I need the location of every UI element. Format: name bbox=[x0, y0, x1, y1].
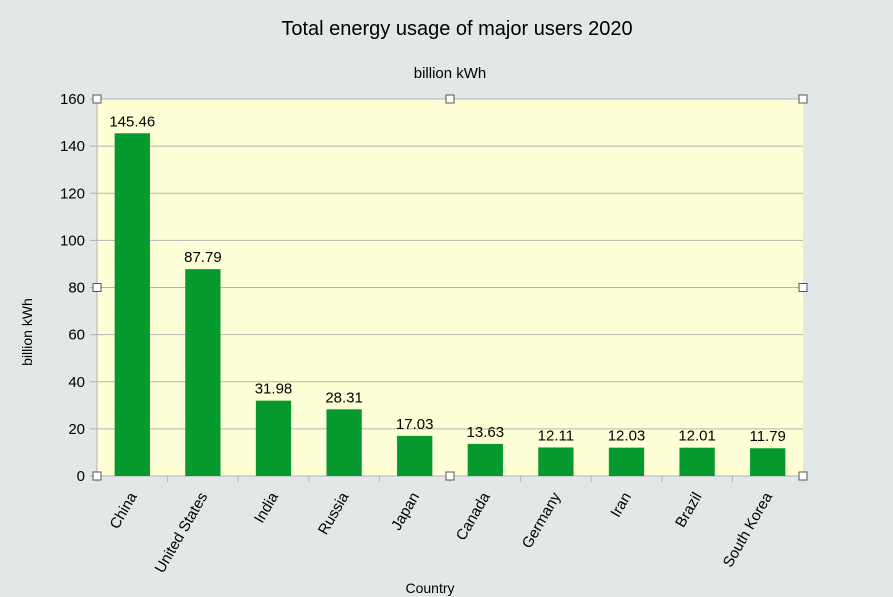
y-tick-label: 100 bbox=[60, 232, 85, 249]
data-label: 13.63 bbox=[467, 424, 505, 441]
x-axis-label: Country bbox=[405, 580, 454, 596]
x-tick-label: Russia bbox=[315, 489, 353, 538]
bar bbox=[608, 447, 645, 476]
resize-handle[interactable] bbox=[798, 283, 808, 292]
x-tick-label: Iran bbox=[607, 490, 635, 521]
y-tick-label: 120 bbox=[60, 185, 85, 202]
x-tick-label: India bbox=[251, 489, 282, 526]
resize-handle[interactable] bbox=[92, 471, 102, 481]
y-tick-label: 40 bbox=[68, 374, 85, 391]
bar bbox=[679, 447, 715, 476]
resize-handle[interactable] bbox=[92, 94, 102, 104]
bar bbox=[397, 435, 433, 476]
resize-handle[interactable] bbox=[92, 283, 102, 292]
bar bbox=[538, 447, 574, 476]
x-tick-label: United States bbox=[152, 490, 212, 576]
y-tick-label: 140 bbox=[60, 138, 85, 155]
y-tick-label: 160 bbox=[60, 91, 85, 108]
data-label: 12.03 bbox=[608, 428, 646, 445]
data-label: 87.79 bbox=[184, 249, 222, 266]
resize-handle[interactable] bbox=[445, 94, 455, 104]
bar bbox=[255, 400, 292, 476]
bar bbox=[114, 133, 150, 476]
x-tick-label: China bbox=[106, 489, 141, 532]
y-tick-label: 20 bbox=[68, 421, 85, 438]
bar bbox=[750, 448, 786, 476]
resize-handle[interactable] bbox=[445, 471, 455, 481]
resize-handle[interactable] bbox=[798, 471, 808, 481]
x-tick-label: South Korea bbox=[720, 489, 777, 570]
y-tick-label: 0 bbox=[77, 468, 85, 485]
y-axis-label: billion kWh bbox=[19, 298, 35, 366]
x-tick-label: Brazil bbox=[672, 490, 705, 531]
x-axis: China United States India Russia Japan Canada… bbox=[96, 476, 804, 576]
selection-handles[interactable] bbox=[92, 94, 808, 481]
bars bbox=[114, 133, 786, 476]
y-tick-label: 60 bbox=[68, 327, 85, 344]
x-tick-label: Japan bbox=[388, 490, 423, 534]
x-tick-label: Germany bbox=[519, 489, 565, 551]
chart-subtitle: billion kWh bbox=[414, 65, 487, 82]
y-axis: 0 20 40 60 80 100 120 140 160 bbox=[60, 91, 98, 485]
data-label: 12.01 bbox=[678, 428, 716, 445]
data-label: 28.31 bbox=[325, 389, 363, 406]
bar bbox=[185, 269, 221, 476]
y-tick-label: 80 bbox=[68, 280, 85, 297]
chart-title: Total energy usage of major users 2020 bbox=[281, 18, 632, 40]
data-label: 17.03 bbox=[396, 416, 434, 433]
data-labels: 145.46 87.79 31.98 28.31 17.03 13.63 12.11 12.0… bbox=[109, 113, 786, 445]
bar bbox=[326, 409, 362, 476]
resize-handle[interactable] bbox=[798, 94, 808, 104]
x-tick-label: Canada bbox=[453, 489, 494, 544]
data-label: 11.79 bbox=[749, 428, 785, 445]
bar bbox=[467, 443, 503, 476]
data-label: 145.46 bbox=[109, 113, 155, 130]
data-label: 12.11 bbox=[538, 427, 574, 444]
data-label: 31.98 bbox=[255, 381, 293, 398]
